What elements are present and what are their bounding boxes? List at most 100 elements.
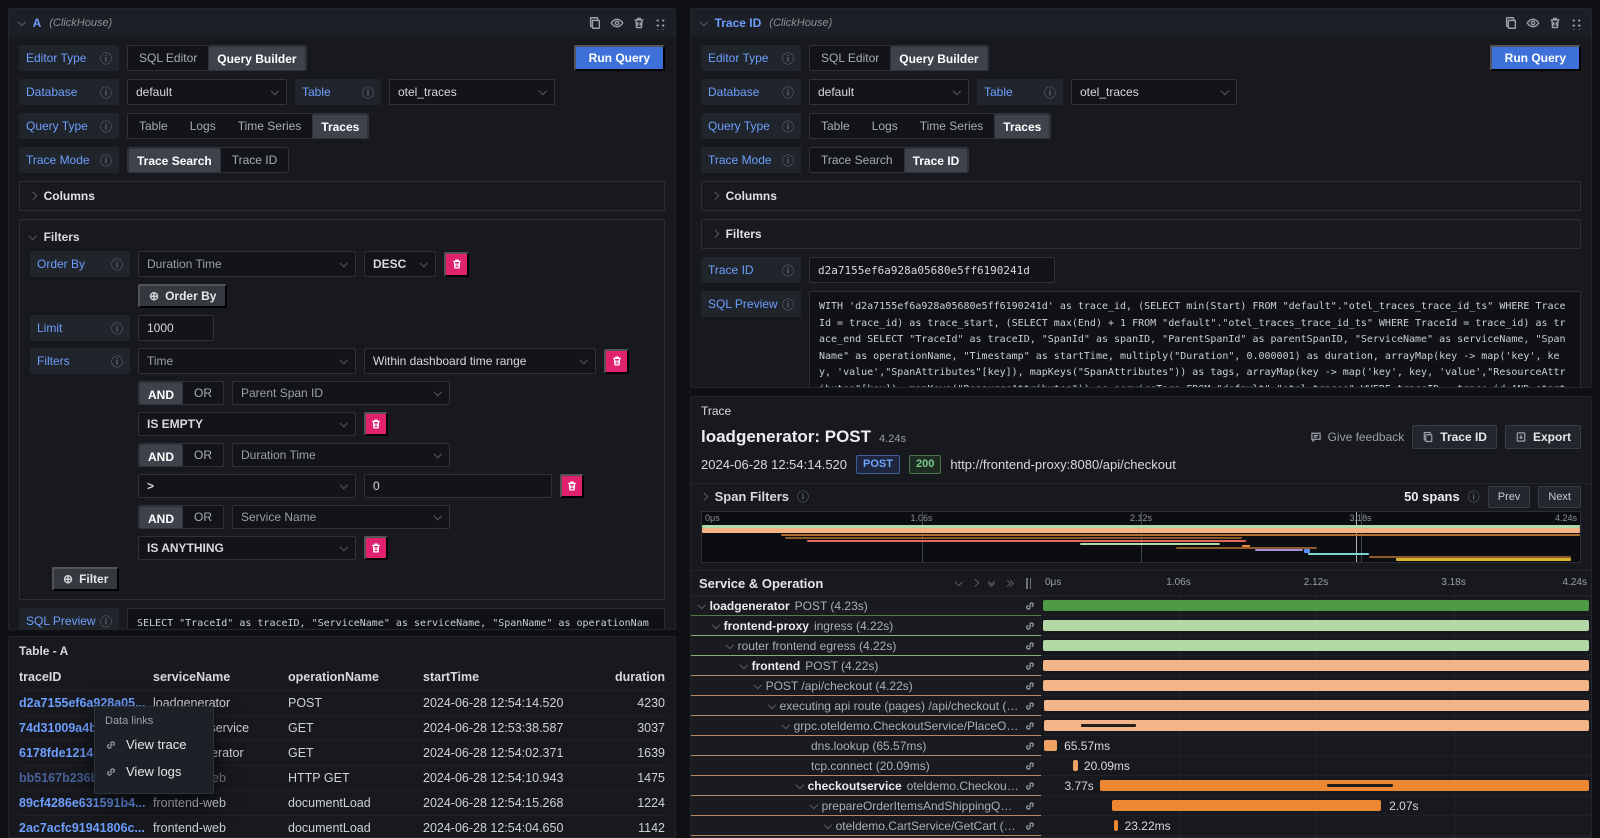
columns-section-toggle[interactable]: Columns — [19, 181, 665, 211]
run-query-button[interactable]: Run Query — [1490, 45, 1581, 71]
span-row[interactable]: tcp.connect (20.09ms) 20.09ms — [691, 756, 1591, 776]
option-traces[interactable]: Traces — [994, 114, 1050, 139]
filter-value-input[interactable]: 0 — [364, 474, 552, 498]
trash-icon[interactable] — [1548, 16, 1562, 30]
span-row[interactable]: prepareOrderItemsAndShippingQuoteFromCar… — [691, 796, 1591, 816]
option-or[interactable]: OR — [183, 506, 223, 528]
expand-all-icon[interactable] — [1005, 581, 1013, 586]
filter-field-select[interactable]: Duration Time — [232, 443, 450, 467]
span-row[interactable]: router frontend egress (4.22s) — [691, 636, 1591, 656]
option-and[interactable]: AND — [139, 444, 183, 467]
span-link-icon[interactable] — [1024, 660, 1036, 672]
column-header[interactable]: traceID — [19, 670, 153, 684]
span-bar[interactable] — [1043, 620, 1589, 631]
prev-span-button[interactable]: Prev — [1488, 486, 1531, 508]
span-link-icon[interactable] — [1024, 700, 1036, 712]
option-or[interactable]: OR — [183, 382, 223, 404]
span-row[interactable]: loadgenerator POST (4.23s) — [691, 596, 1591, 616]
chevron-down-icon[interactable] — [726, 641, 734, 649]
span-row[interactable]: oteldemo.CartService/GetCart (23.22ms) 2… — [691, 816, 1591, 836]
span-bar[interactable] — [1043, 660, 1589, 671]
option-trace-id[interactable]: Trace ID — [904, 148, 969, 173]
option-and[interactable]: AND — [139, 506, 183, 529]
order-by-direction-select[interactable]: DESC — [364, 251, 436, 277]
span-link-icon[interactable] — [1024, 680, 1036, 692]
add-order-by-button[interactable]: ⊕Order By — [138, 284, 227, 308]
option-table[interactable]: Table — [128, 114, 179, 138]
span-row[interactable]: frontend POST (4.22s) — [691, 656, 1591, 676]
span-filters-toggle[interactable]: Span Filters — [715, 489, 789, 504]
column-header[interactable]: duration — [601, 670, 665, 684]
trace-minimap[interactable]: 0μs 1.06s 2.12s 3.18s 4.24s — [701, 511, 1581, 563]
duplicate-icon[interactable] — [588, 16, 602, 30]
chevron-down-icon[interactable] — [782, 721, 790, 729]
chevron-down-icon[interactable] — [698, 601, 706, 609]
chevron-down-icon[interactable] — [754, 681, 762, 689]
span-link-icon[interactable] — [1024, 720, 1036, 732]
delete-filter-button[interactable] — [364, 536, 388, 560]
span-bar[interactable] — [1044, 700, 1589, 711]
span-link-icon[interactable] — [1024, 780, 1036, 792]
give-feedback-link[interactable]: Give feedback — [1310, 430, 1405, 444]
chevron-down-icon[interactable] — [712, 621, 720, 629]
collapse-chevron-icon[interactable] — [18, 18, 26, 26]
drag-handle-icon[interactable] — [654, 17, 665, 30]
filter-field-select[interactable]: Parent Span ID — [232, 381, 450, 405]
span-link-icon[interactable] — [1024, 640, 1036, 652]
option-query-builder[interactable]: Query Builder — [208, 46, 305, 71]
trash-icon[interactable] — [632, 16, 646, 30]
option-table[interactable]: Table — [810, 114, 861, 138]
add-filter-button[interactable]: ⊕Filter — [52, 567, 119, 591]
column-resize-handle[interactable] — [1026, 578, 1031, 589]
chevron-down-icon[interactable] — [768, 701, 776, 709]
trace-link[interactable]: 89cf4286e631591b4... — [19, 796, 153, 810]
columns-section-toggle[interactable]: Columns — [701, 181, 1581, 211]
database-select[interactable]: default — [127, 79, 287, 105]
span-link-icon[interactable] — [1024, 620, 1036, 632]
collapse-chevron-icon[interactable] — [700, 18, 708, 26]
span-bar[interactable] — [1073, 760, 1077, 771]
span-link-icon[interactable] — [1024, 800, 1036, 812]
trace-id-input[interactable]: d2a7155ef6a928a05680e5ff6190241d — [809, 257, 1055, 283]
option-sql-editor[interactable]: SQL Editor — [128, 46, 208, 70]
filter-operator-select[interactable]: IS EMPTY — [138, 412, 356, 436]
export-button[interactable]: Export — [1505, 425, 1581, 449]
option-or[interactable]: OR — [183, 444, 223, 466]
option-logs[interactable]: Logs — [179, 114, 227, 138]
span-row[interactable]: dns.lookup (65.57ms) 65.57ms — [691, 736, 1591, 756]
drag-handle-icon[interactable] — [1570, 17, 1581, 30]
option-and[interactable]: AND — [139, 382, 183, 405]
filters-section-toggle[interactable]: Filters — [30, 230, 654, 244]
chevron-down-icon[interactable] — [810, 801, 818, 809]
span-bar[interactable] — [1044, 740, 1057, 751]
chevron-down-icon[interactable] — [740, 661, 748, 669]
span-bar[interactable] — [1100, 780, 1588, 791]
span-row[interactable]: frontend-proxy ingress (4.22s) — [691, 616, 1591, 636]
option-logs[interactable]: Logs — [861, 114, 909, 138]
span-link-icon[interactable] — [1024, 760, 1036, 772]
chevron-right-icon[interactable] — [700, 493, 708, 501]
span-bar[interactable] — [1044, 720, 1589, 731]
filters-section-toggle[interactable]: Filters — [701, 219, 1581, 249]
span-row[interactable]: checkoutservice oteldemo.CheckoutService… — [691, 776, 1591, 796]
span-bar[interactable] — [1114, 820, 1118, 831]
filter-operator-select[interactable]: IS ANYTHING — [138, 536, 356, 560]
database-select[interactable]: default — [809, 79, 969, 105]
next-span-button[interactable]: Next — [1538, 486, 1581, 508]
table-select[interactable]: otel_traces — [389, 79, 555, 105]
span-row[interactable]: executing api route (pages) /api/checkou… — [691, 696, 1591, 716]
eye-icon[interactable] — [1526, 16, 1540, 30]
option-query-builder[interactable]: Query Builder — [890, 46, 987, 71]
span-link-icon[interactable] — [1024, 740, 1036, 752]
column-header[interactable]: serviceName — [153, 670, 288, 684]
chevron-down-icon[interactable] — [824, 821, 832, 829]
option-sql-editor[interactable]: SQL Editor — [810, 46, 890, 70]
span-bar[interactable] — [1112, 800, 1382, 811]
trace-id-button[interactable]: Trace ID — [1412, 425, 1497, 449]
trace-link[interactable]: 2ac7acfc91941806c... — [19, 821, 153, 835]
expand-one-icon[interactable] — [971, 579, 979, 587]
delete-filter-button[interactable] — [560, 474, 584, 498]
view-logs-link[interactable]: View logs — [105, 758, 203, 785]
table-select[interactable]: otel_traces — [1071, 79, 1237, 105]
duplicate-icon[interactable] — [1504, 16, 1518, 30]
